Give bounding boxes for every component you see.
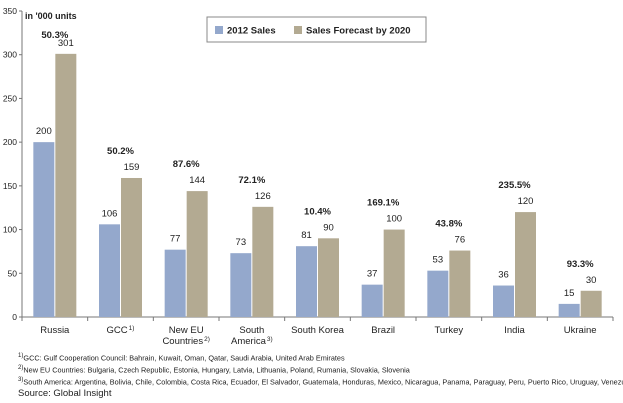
y-tick-label: 150 (3, 181, 17, 191)
legend-label-2020: Sales Forecast by 2020 (306, 26, 411, 37)
category-label: Turkey (434, 325, 463, 336)
y-tick-label: 350 (3, 6, 17, 16)
category-label: South (239, 325, 264, 336)
legend-swatch-2020 (294, 26, 302, 34)
value-label-2020: 144 (189, 175, 205, 186)
value-label-2012: 81 (301, 230, 312, 241)
footnotes: 1)GCC: Gulf Cooperation Council: Bahrain… (18, 351, 623, 387)
bar-sales-forecast-2020 (55, 53, 77, 318)
bar-2012-sales (164, 249, 186, 317)
legend-swatch-2012 (215, 26, 223, 34)
bar-2012-sales (230, 253, 252, 317)
value-label-2012: 53 (433, 255, 444, 266)
value-label-2020: 301 (58, 38, 74, 49)
y-tick-label: 100 (3, 225, 17, 235)
category-footnote-marker: 2) (204, 336, 210, 343)
bar-sales-forecast-2020 (515, 212, 536, 317)
growth-label: 169.1% (367, 198, 400, 209)
bar-2012-sales (558, 303, 580, 317)
bar-sales-forecast-2020 (121, 177, 142, 317)
value-label-2020: 90 (323, 222, 334, 233)
growth-label: 235.5% (498, 180, 531, 191)
value-label-2012: 106 (102, 208, 118, 219)
category-label: Countries2) (162, 336, 209, 347)
bar-sales-forecast-2020 (186, 191, 208, 317)
bar-sales-forecast-2020 (449, 250, 471, 317)
bar-2012-sales (99, 224, 120, 317)
value-label-2020: 120 (518, 196, 534, 207)
category-label: America3) (231, 336, 273, 347)
value-label-2012: 37 (367, 269, 378, 280)
bar-sales-forecast-2020 (580, 290, 602, 317)
value-label-2020: 30 (586, 275, 597, 286)
value-label-2020: 100 (386, 214, 402, 225)
category-label: Russia (40, 325, 70, 336)
y-tick-label: 300 (3, 50, 17, 60)
bar-2012-sales (427, 270, 449, 317)
category-label: South Korea (291, 325, 345, 336)
growth-label: 43.8% (435, 219, 462, 230)
value-label-2012: 77 (170, 234, 181, 245)
y-tick-label: 50 (8, 268, 18, 278)
growth-label: 87.6% (173, 159, 200, 170)
value-label-2012: 15 (564, 288, 575, 299)
bar-sales-forecast-2020 (318, 238, 339, 317)
category-footnote-marker: 1) (129, 325, 135, 332)
value-label-2012: 200 (36, 126, 52, 137)
footnote-new-eu: 2)New EU Countries: Bulgaria, Czech Repu… (18, 363, 410, 375)
growth-label: 10.4% (304, 206, 331, 217)
y-tick-label: 0 (12, 312, 17, 322)
y-tick-label: 250 (3, 93, 17, 103)
growth-label: 50.3% (41, 30, 68, 41)
category-label: New EU (169, 325, 204, 336)
category-footnote-marker: 3) (267, 336, 273, 343)
value-label-2020: 126 (255, 191, 271, 202)
bar-2012-sales (493, 285, 514, 317)
growth-label: 93.3% (567, 259, 594, 270)
value-label-2012: 73 (236, 237, 247, 248)
growth-label: 72.1% (238, 175, 265, 186)
growth-label: 50.2% (107, 146, 134, 157)
value-label-2012: 36 (498, 270, 509, 281)
footnote-gcc: 1)GCC: Gulf Cooperation Council: Bahrain… (18, 352, 345, 363)
value-label-2020: 76 (455, 235, 466, 246)
category-label: Brazil (371, 325, 395, 336)
category-label: Ukraine (564, 325, 597, 336)
footnote-south-america: 3)South America: Argentina, Bolivia, Chi… (18, 375, 623, 387)
bar-2012-sales (361, 284, 383, 317)
category-label: India (504, 325, 525, 336)
category-label: GCC1) (107, 325, 135, 336)
legend-label-2012: 2012 Sales (227, 26, 276, 37)
bar-2012-sales (33, 142, 55, 317)
bar-sales-forecast-2020 (252, 206, 274, 317)
y-tick-label: 200 (3, 137, 17, 147)
legend-box (206, 16, 427, 43)
bar-2012-sales (296, 246, 317, 317)
source-note: Source: Global Insight (18, 388, 112, 399)
unit-label: in '000 units (25, 11, 77, 21)
bar-sales-forecast-2020 (383, 229, 405, 317)
value-label-2020: 159 (124, 162, 140, 173)
